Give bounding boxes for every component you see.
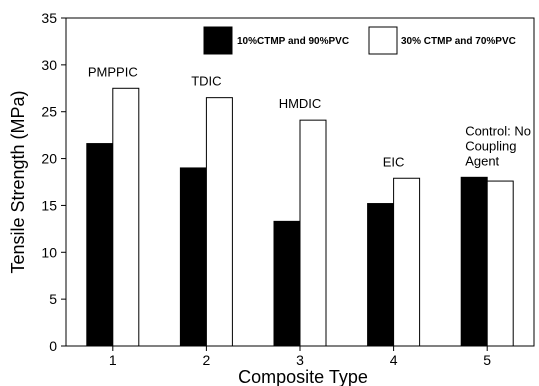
x-tick-label: 1: [109, 352, 117, 368]
y-tick-label: 15: [41, 197, 57, 213]
y-tick-label: 20: [41, 151, 57, 167]
bar-annotations: PMPPIC TDIC HMDIC EIC Control: NoCouplingAge…: [88, 64, 531, 169]
bar-series2-2: [205, 97, 233, 347]
bars: [86, 87, 514, 347]
x-tick-label: 4: [390, 352, 398, 368]
annotation-1-line-1: PMPPIC: [88, 64, 138, 79]
x-axis: 1 2 3 4 5: [109, 346, 491, 368]
bar-series1-5: [460, 176, 488, 347]
annotation-5-line-2: Coupling: [465, 138, 516, 153]
y-axis: 0 5 10 15 20 25 30 35: [41, 10, 66, 354]
bar-series1-2: [179, 167, 207, 347]
y-axis-title: Tensile Strength (MPa): [8, 90, 28, 273]
legend: 10%CTMP and 90%PVC 30% CTMP and 70%PVC: [203, 26, 516, 55]
annotation-5-line-1: Control: No: [465, 123, 531, 138]
annotation-5-line-3: Agent: [465, 153, 499, 168]
y-tick-label: 5: [49, 291, 57, 307]
bar-series2-4: [393, 177, 421, 347]
y-tick-label: 0: [49, 338, 57, 354]
bar-series1-1: [86, 143, 114, 347]
x-tick-label: 5: [483, 352, 491, 368]
bar-series1-4: [367, 203, 395, 347]
y-tick-label: 10: [41, 244, 57, 260]
x-tick-label: 2: [203, 352, 211, 368]
legend-label-2: 30% CTMP and 70%PVC: [401, 36, 516, 47]
y-tick-label: 30: [41, 57, 57, 73]
legend-swatch-2: [368, 26, 398, 55]
x-tick-label: 3: [296, 352, 304, 368]
x-axis-title: Composite Type: [238, 367, 368, 386]
bar-series2-3: [299, 119, 327, 347]
bar-series1-3: [273, 220, 301, 347]
legend-swatch-1: [203, 26, 233, 55]
annotation-3-line-1: HMDIC: [279, 96, 322, 111]
y-tick-label: 25: [41, 104, 57, 120]
y-tick-label: 35: [41, 10, 57, 26]
bar-series2-5: [486, 180, 514, 347]
legend-label-1: 10%CTMP and 90%PVC: [237, 36, 349, 47]
annotation-4-line-1: EIC: [383, 154, 405, 169]
bar-series2-1: [112, 87, 140, 347]
annotation-2-line-1: TDIC: [191, 74, 221, 89]
